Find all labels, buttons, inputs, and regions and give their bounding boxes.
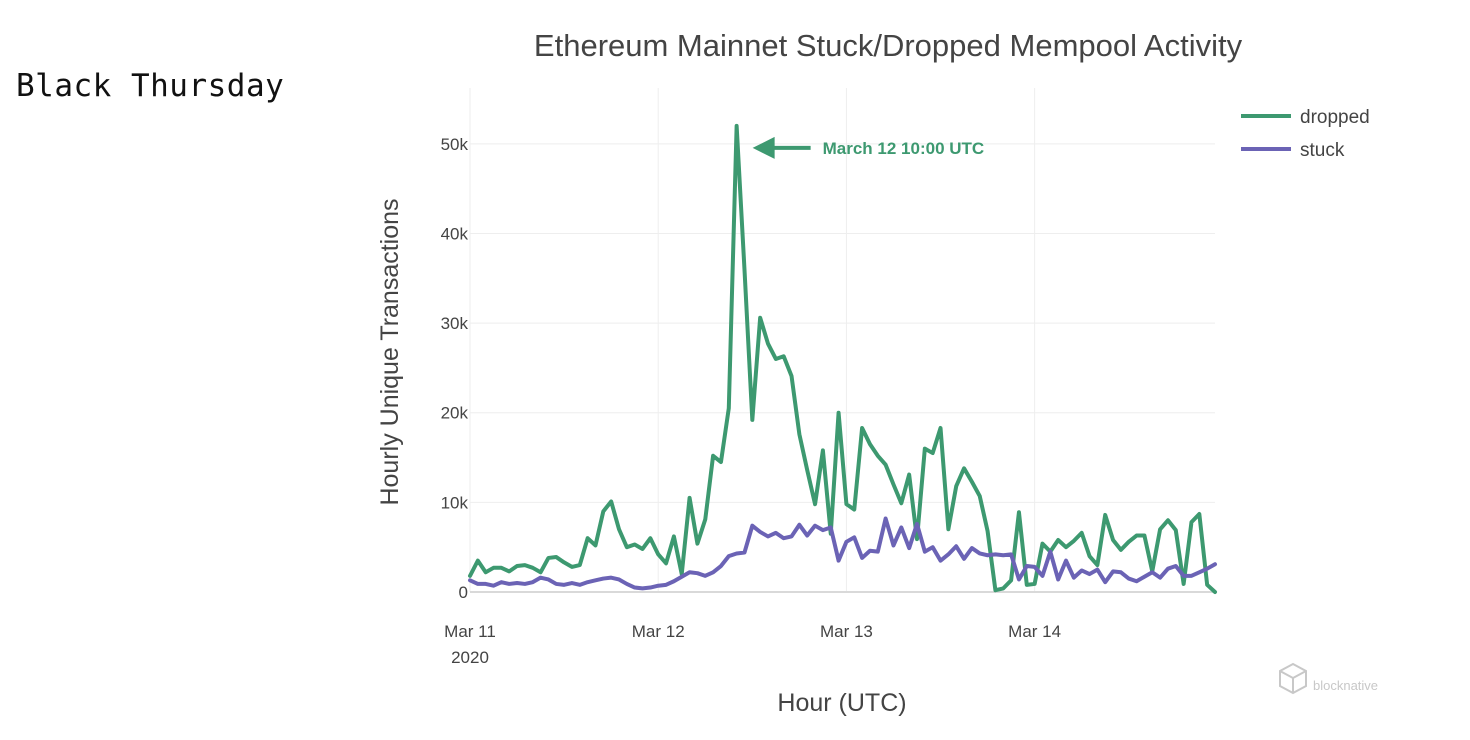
series-line-stuck [468,516,1217,591]
legend-item-stuck[interactable]: stuck [1241,140,1345,161]
x-tick-label: Mar 12 [632,622,685,641]
y-tick-label: 50k [441,135,469,154]
grid-lines [469,88,1215,593]
watermark: blocknative [1279,662,1378,695]
blocknative-logo-icon [1279,662,1307,695]
y-tick-label: 20k [441,404,469,423]
annotation-arrowhead [752,136,775,159]
legend[interactable]: dropped stuck [1241,107,1370,161]
legend-label: dropped [1300,107,1370,128]
x-tick-sublabel: 2020 [451,648,489,667]
y-tick-label: 40k [441,224,469,243]
chart-title: Ethereum Mainnet Stuck/Dropped Mempool A… [534,28,1243,63]
y-tick-label: 30k [441,314,469,333]
x-tick-label: Mar 11 [444,622,496,641]
y-axis-title: Hourly Unique Transactions [376,198,404,505]
peak-annotation: March 12 10:00 UTC [752,136,985,159]
x-tick-label: Mar 14 [1008,622,1061,641]
y-tick-label: 0 [459,583,468,602]
annotation-label: March 12 10:00 UTC [823,139,985,158]
legend-item-dropped[interactable]: dropped [1241,107,1370,128]
x-axis-title: Hour (UTC) [777,689,906,717]
slide-label: Black Thursday [16,68,285,104]
legend-label: stuck [1300,140,1345,161]
axis-labels: 0 10k 20k 30k 40k 50k Mar 11 2020 Mar 12 Mar 13 Ma… [441,135,1062,667]
series-line-dropped [468,123,1217,594]
y-tick-label: 10k [441,493,469,512]
watermark-text: blocknative [1313,678,1378,693]
series-lines [468,123,1217,594]
x-tick-label: Mar 13 [820,622,873,641]
